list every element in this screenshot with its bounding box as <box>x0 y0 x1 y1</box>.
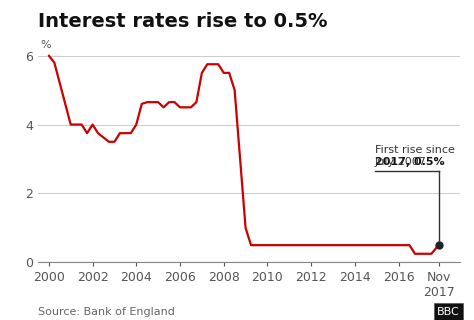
Text: First rise since
July 2007: First rise since July 2007 <box>374 134 455 167</box>
Text: 2017, 0.5%: 2017, 0.5% <box>374 157 444 167</box>
Text: Source: Bank of England: Source: Bank of England <box>38 307 175 317</box>
Text: BBC: BBC <box>437 307 460 317</box>
Text: Interest rates rise to 0.5%: Interest rates rise to 0.5% <box>38 12 328 31</box>
Text: %: % <box>40 40 51 51</box>
